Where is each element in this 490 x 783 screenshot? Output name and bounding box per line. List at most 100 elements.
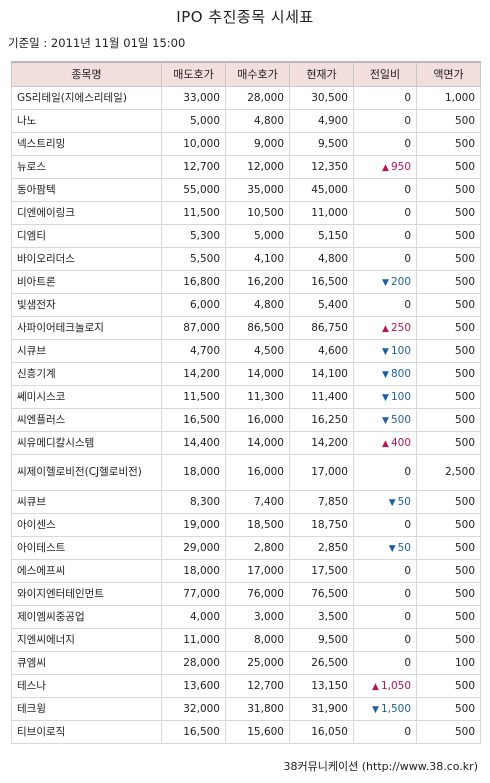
cell-price: 2,850 <box>289 535 354 560</box>
cell-price: 31,900 <box>289 696 354 721</box>
cell-ask: 11,500 <box>161 384 226 409</box>
cell-par: 500 <box>416 131 481 156</box>
cell-ask: 5,300 <box>161 223 226 248</box>
cell-bid: 2,800 <box>225 535 290 560</box>
change-value: 1,500 <box>380 702 411 715</box>
cell-par: 2,500 <box>416 453 481 491</box>
cell-bid: 86,500 <box>225 315 290 340</box>
cell-name: 씨유메디칼시스템 <box>11 430 162 455</box>
cell-ask: 16,500 <box>161 407 226 432</box>
change-value: 1,050 <box>380 679 411 692</box>
cell-price: 7,850 <box>289 489 354 514</box>
change-value: 950 <box>390 160 411 173</box>
cell-price: 5,400 <box>289 292 354 317</box>
cell-name: 비아트론 <box>11 269 162 294</box>
change-value: 0 <box>404 229 411 242</box>
cell-name: 아이센스 <box>11 512 162 537</box>
cell-price: 11,000 <box>289 200 354 225</box>
cell-price: 86,750 <box>289 315 354 340</box>
footer-credit: 38커뮤니케이션 (http://www.38.co.kr) <box>283 760 478 773</box>
cell-ask: 18,000 <box>161 558 226 583</box>
cell-change: 0 <box>353 558 417 583</box>
cell-bid: 16,000 <box>225 407 290 432</box>
cell-price: 13,150 <box>289 673 354 698</box>
cell-ask: 12,700 <box>161 154 226 179</box>
triangle-down-icon: ▼ <box>388 543 396 554</box>
cell-change: 0 <box>353 604 417 629</box>
change-value: 0 <box>404 610 411 623</box>
cell-par: 500 <box>416 269 481 294</box>
table-row: 에스에프씨 18,000 17,000 17,500 0 500 <box>11 558 481 583</box>
triangle-up-icon: ▲ <box>382 323 389 334</box>
change-value: 0 <box>404 252 411 265</box>
cell-bid: 4,500 <box>225 338 290 363</box>
cell-price: 9,500 <box>289 627 354 652</box>
cell-price: 18,750 <box>289 512 354 537</box>
cell-name: 씨큐브 <box>11 489 162 514</box>
table-row: 아이센스 19,000 18,500 18,750 0 500 <box>11 512 481 537</box>
cell-ask: 4,700 <box>161 338 226 363</box>
cell-bid: 9,000 <box>225 131 290 156</box>
table-row: 테크윙 32,000 31,800 31,900 ▼ 1,500 500 <box>11 696 481 721</box>
cell-bid: 12,000 <box>225 154 290 179</box>
cell-ask: 4,000 <box>161 604 226 629</box>
cell-bid: 16,000 <box>225 453 290 491</box>
change-value: 500 <box>390 413 411 426</box>
cell-bid: 14,000 <box>225 361 290 386</box>
cell-par: 500 <box>416 604 481 629</box>
cell-change: 0 <box>353 177 417 202</box>
cell-par: 500 <box>416 512 481 537</box>
cell-price: 5,150 <box>289 223 354 248</box>
triangle-down-icon: ▼ <box>382 415 389 426</box>
cell-bid: 25,000 <box>225 650 290 675</box>
base-date: 기준일 : 2011년 11월 01일 15:00 <box>8 36 186 50</box>
cell-ask: 10,000 <box>161 131 226 156</box>
cell-ask: 16,800 <box>161 269 226 294</box>
cell-name: 제이엠씨중공업 <box>11 604 162 629</box>
cell-par: 100 <box>416 650 481 675</box>
cell-bid: 8,000 <box>225 627 290 652</box>
cell-change: 0 <box>353 512 417 537</box>
change-value: 0 <box>404 91 411 104</box>
cell-change: 0 <box>353 246 417 271</box>
col-header-bid: 매수호가 <box>225 61 290 87</box>
triangle-up-icon: ▲ <box>382 438 389 449</box>
table-row: 테스나 13,600 12,700 13,150 ▲ 1,050 500 <box>11 673 481 698</box>
change-value: 0 <box>404 137 411 150</box>
change-value: 200 <box>390 275 411 288</box>
table-row: 씨큐브 8,300 7,400 7,850 ▼ 50 500 <box>11 489 481 514</box>
cell-price: 17,000 <box>289 453 354 491</box>
cell-change: 0 <box>353 453 417 491</box>
cell-price: 76,500 <box>289 581 354 606</box>
cell-price: 45,000 <box>289 177 354 202</box>
change-value: 400 <box>390 436 411 449</box>
cell-par: 500 <box>416 581 481 606</box>
cell-par: 500 <box>416 558 481 583</box>
col-header-ask: 매도호가 <box>161 61 226 87</box>
cell-change: ▲ 400 <box>353 430 417 455</box>
cell-ask: 14,400 <box>161 430 226 455</box>
triangle-down-icon: ▼ <box>382 277 389 288</box>
table-row: 씨제이헬로비전(CJ헬로비전) 18,000 16,000 17,000 0 2,500 <box>11 453 481 491</box>
cell-change: 0 <box>353 650 417 675</box>
cell-change: ▼ 200 <box>353 269 417 294</box>
cell-name: 에스에프씨 <box>11 558 162 583</box>
cell-par: 500 <box>416 361 481 386</box>
cell-change: 0 <box>353 200 417 225</box>
cell-price: 17,500 <box>289 558 354 583</box>
cell-change: ▼ 100 <box>353 384 417 409</box>
triangle-down-icon: ▼ <box>382 369 389 380</box>
cell-change: ▲ 950 <box>353 154 417 179</box>
change-value: 0 <box>404 587 411 600</box>
cell-change: ▼ 50 <box>353 489 417 514</box>
cell-change: 0 <box>353 223 417 248</box>
cell-bid: 5,000 <box>225 223 290 248</box>
table-row: 시큐브 4,700 4,500 4,600 ▼ 100 500 <box>11 338 481 363</box>
col-header-par: 액면가 <box>416 61 481 87</box>
cell-change: 0 <box>353 131 417 156</box>
cell-bid: 10,500 <box>225 200 290 225</box>
cell-name: GS리테일(지에스리테일) <box>11 85 162 110</box>
cell-name: 디엔에이링크 <box>11 200 162 225</box>
cell-price: 4,600 <box>289 338 354 363</box>
change-value: 0 <box>404 564 411 577</box>
